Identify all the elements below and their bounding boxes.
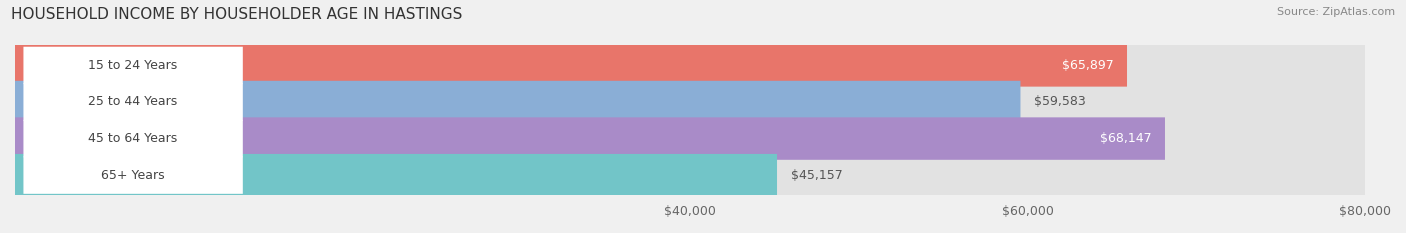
FancyBboxPatch shape (15, 154, 778, 196)
FancyBboxPatch shape (15, 44, 1128, 87)
FancyBboxPatch shape (15, 117, 1166, 160)
Text: 45 to 64 Years: 45 to 64 Years (89, 132, 177, 145)
FancyBboxPatch shape (15, 154, 1365, 196)
Text: $59,583: $59,583 (1033, 96, 1085, 109)
Text: 25 to 44 Years: 25 to 44 Years (89, 96, 177, 109)
FancyBboxPatch shape (24, 157, 243, 194)
FancyBboxPatch shape (24, 83, 243, 121)
FancyBboxPatch shape (24, 120, 243, 157)
Text: $65,897: $65,897 (1062, 59, 1114, 72)
Text: 65+ Years: 65+ Years (101, 169, 165, 182)
FancyBboxPatch shape (15, 81, 1021, 123)
Text: 15 to 24 Years: 15 to 24 Years (89, 59, 177, 72)
FancyBboxPatch shape (15, 117, 1365, 160)
Text: $68,147: $68,147 (1099, 132, 1152, 145)
FancyBboxPatch shape (15, 44, 1365, 87)
Text: Source: ZipAtlas.com: Source: ZipAtlas.com (1277, 7, 1395, 17)
FancyBboxPatch shape (15, 81, 1365, 123)
Text: $45,157: $45,157 (790, 169, 842, 182)
Text: HOUSEHOLD INCOME BY HOUSEHOLDER AGE IN HASTINGS: HOUSEHOLD INCOME BY HOUSEHOLDER AGE IN H… (11, 7, 463, 22)
FancyBboxPatch shape (24, 47, 243, 84)
